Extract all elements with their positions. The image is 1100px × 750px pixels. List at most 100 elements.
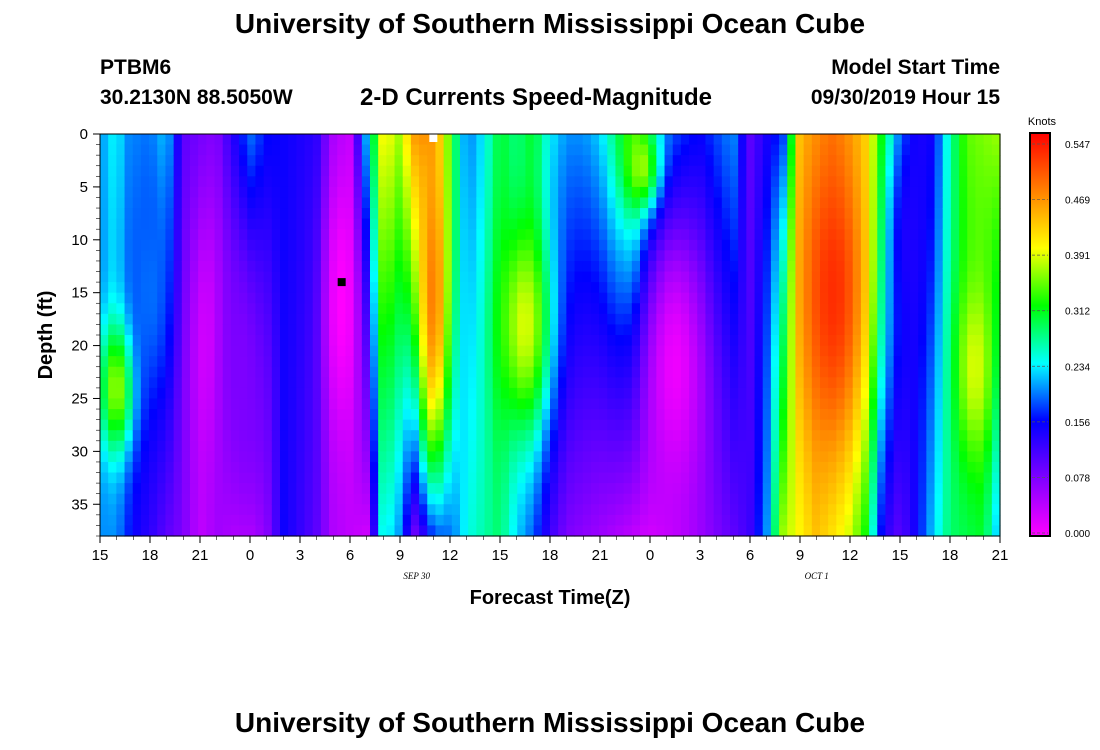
heatmap-cell <box>108 345 117 357</box>
heatmap-cell <box>255 493 265 505</box>
heatmap-cell <box>361 398 371 410</box>
heatmap-cell <box>394 398 404 410</box>
heatmap-cell <box>950 229 960 241</box>
heatmap-cell <box>329 493 338 505</box>
heatmap-cell <box>140 176 150 188</box>
heatmap-cell <box>149 335 158 347</box>
heatmap-cell <box>419 440 428 452</box>
heatmap-cell <box>656 398 666 410</box>
heatmap-cell <box>828 377 837 389</box>
heatmap-cell <box>247 176 257 188</box>
heatmap-cell <box>427 398 437 410</box>
heatmap-cell <box>869 451 878 463</box>
heatmap-cell <box>730 472 739 484</box>
heatmap-cell <box>255 483 265 495</box>
heatmap-cell <box>165 472 175 484</box>
heatmap-cell <box>705 483 715 495</box>
heatmap-cell <box>738 292 747 304</box>
heatmap-cell <box>983 387 993 400</box>
heatmap-cell <box>967 250 977 262</box>
heatmap-cell <box>476 186 486 199</box>
heatmap-cell <box>239 218 248 230</box>
heatmap-cell <box>795 292 805 304</box>
heatmap-cell <box>255 176 265 188</box>
heatmap-cell <box>730 345 739 357</box>
heatmap-cell <box>337 356 347 368</box>
heatmap-cell <box>337 292 347 304</box>
heatmap-cell <box>689 134 698 146</box>
heatmap-cell <box>345 218 355 230</box>
heatmap-cell <box>468 472 477 484</box>
heatmap-cell <box>541 144 551 156</box>
heatmap-cell <box>263 366 273 378</box>
heatmap-cell <box>353 260 363 273</box>
heatmap-cell <box>181 324 191 336</box>
heatmap-cell <box>288 144 297 156</box>
heatmap-cell <box>108 186 117 199</box>
heatmap-cell <box>288 451 297 463</box>
heatmap-cell <box>468 440 477 452</box>
heatmap-cell <box>345 165 355 177</box>
heatmap-cell <box>116 282 126 294</box>
heatmap-cell <box>419 260 428 273</box>
heatmap-cell <box>370 451 379 463</box>
heatmap-cell <box>263 165 273 177</box>
heatmap-cell <box>934 324 944 336</box>
heatmap-cell <box>370 176 379 188</box>
heatmap-cell <box>312 514 322 527</box>
heatmap-cell <box>140 144 150 156</box>
heatmap-cell <box>206 165 216 177</box>
heatmap-cell <box>950 387 960 400</box>
heatmap-cell <box>247 440 257 452</box>
heatmap-cell <box>713 134 723 146</box>
heatmap-cell <box>222 303 232 315</box>
heatmap-cell <box>312 440 322 452</box>
heatmap-cell <box>672 366 682 378</box>
heatmap-cell <box>869 292 878 304</box>
heatmap-cell <box>500 155 510 167</box>
heatmap-cell <box>157 186 167 199</box>
heatmap-cell <box>934 483 944 495</box>
heatmap-cell <box>926 440 936 452</box>
heatmap-cell <box>615 514 625 527</box>
heatmap-cell <box>304 218 314 230</box>
heatmap-cell <box>132 377 142 389</box>
heatmap-cell <box>239 398 248 410</box>
heatmap-cell <box>525 356 535 368</box>
heatmap-cell <box>312 472 322 484</box>
heatmap-cell <box>762 483 772 495</box>
heatmap-cell <box>811 335 821 347</box>
heatmap-cell <box>329 419 338 431</box>
heatmap-cell <box>795 345 805 357</box>
heatmap-cell <box>574 493 584 505</box>
heatmap-cell <box>672 461 682 474</box>
heatmap-cell <box>149 134 158 146</box>
heatmap-cell <box>893 208 903 220</box>
heatmap-cell <box>901 239 911 251</box>
heatmap-cell <box>460 398 469 410</box>
heatmap-cell <box>320 292 330 304</box>
heatmap-cell <box>762 176 772 188</box>
heatmap-cell <box>877 208 887 220</box>
heatmap-cell <box>484 134 494 146</box>
heatmap-cell <box>533 218 543 230</box>
heatmap-cell <box>721 409 731 421</box>
heatmap-cell <box>607 419 617 431</box>
heatmap-cell <box>550 335 559 347</box>
heatmap-cell <box>116 525 126 537</box>
heatmap-cell <box>942 208 952 220</box>
heatmap-cell <box>427 197 437 209</box>
heatmap-cell <box>689 282 698 294</box>
heatmap-cell <box>181 419 191 431</box>
heatmap-cell <box>689 430 698 442</box>
heatmap-cell <box>288 186 297 199</box>
heatmap-cell <box>288 483 297 495</box>
heatmap-cell <box>198 165 207 177</box>
heatmap-cell <box>991 514 1001 527</box>
heatmap-cell <box>337 197 347 209</box>
x-tick-label: 15 <box>492 547 509 564</box>
heatmap-cell <box>263 303 273 315</box>
heatmap-cell <box>664 313 674 326</box>
heatmap-cell <box>419 155 428 167</box>
heatmap-cell <box>697 229 707 241</box>
